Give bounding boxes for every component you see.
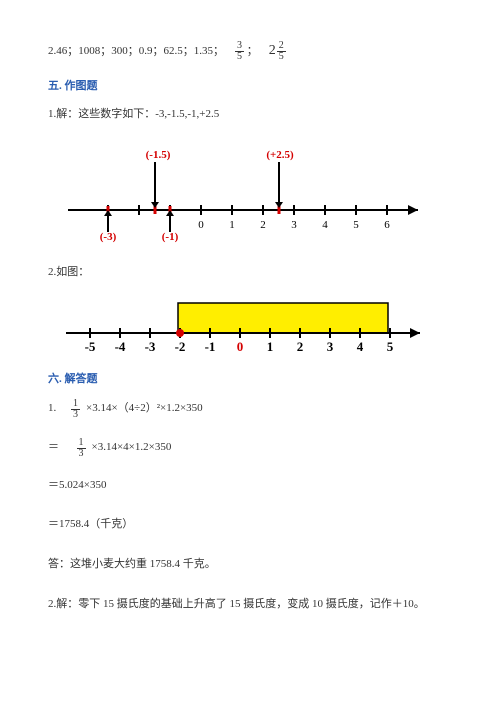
- number-line-2: -5 -4 -3 -2 -1 0 1 2 3 4 5: [48, 297, 452, 357]
- svg-text:1: 1: [229, 219, 235, 231]
- separator: ；: [247, 45, 258, 57]
- svg-text:4: 4: [322, 219, 328, 231]
- svg-text:3: 3: [327, 339, 334, 354]
- problem-number: 1.: [48, 400, 56, 418]
- q2-text: 2.如图：: [48, 264, 452, 282]
- fraction-3-5: 3 5: [235, 41, 244, 62]
- svg-text:6: 6: [384, 219, 390, 231]
- mixed-frac: 2 5: [277, 41, 286, 62]
- answer-1: 答：这堆小麦大约重 1758.4 千克。: [48, 556, 452, 574]
- section-6-heading: 六. 解答题: [48, 371, 452, 389]
- svg-text:-1: -1: [205, 339, 216, 354]
- eq-row-2: ＝ 1 3 ×3.14×4×1.2×350: [48, 438, 452, 459]
- number-line-1: 0 1 2 3 4 5 6 (-1.5) (+2.5) (-3) (-1): [48, 140, 452, 250]
- eq2-rest: ×3.14×4×1.2×350: [92, 439, 172, 457]
- fd2: 3: [77, 449, 86, 459]
- q1-text: 1.解：这些数字如下：-3,-1.5,-1,+2.5: [48, 106, 452, 124]
- svg-text:(-1.5): (-1.5): [146, 149, 171, 161]
- svg-text:-4: -4: [115, 339, 126, 354]
- eq-row-4: ＝1758.4（千克）: [48, 516, 452, 534]
- fd: 3: [71, 410, 80, 420]
- fraction-1-3a: 1 3: [71, 399, 80, 420]
- svg-text:0: 0: [198, 219, 204, 231]
- svg-text:(+2.5): (+2.5): [266, 149, 294, 161]
- mixed-number: 2 2 5: [269, 40, 286, 62]
- answer-prefix: 2.46；1008；300；0.9；62.5；1.35；: [48, 45, 224, 57]
- eq-row-1: 1. 1 3 ×3.14×（4÷2）²×1.2×350: [48, 399, 452, 420]
- equals: ＝: [48, 439, 59, 457]
- problem-2: 2.解：零下 15 摄氏度的基础上升高了 15 摄氏度，变成 10 摄氏度，记作…: [48, 596, 452, 614]
- eq1-rest: ×3.14×（4÷2）²×1.2×350: [86, 400, 203, 418]
- answer-line-1: 2.46；1008；300；0.9；62.5；1.35； 3 5 ； 2 2 5: [48, 40, 452, 62]
- svg-text:5: 5: [353, 219, 359, 231]
- svg-text:2: 2: [260, 219, 266, 231]
- spacer2: [261, 45, 267, 57]
- svg-text:(-1): (-1): [162, 231, 179, 243]
- svg-text:(-3): (-3): [100, 231, 117, 243]
- eq-row-3: ＝5.024×350: [48, 477, 452, 495]
- svg-text:3: 3: [291, 219, 297, 231]
- mixed-whole: 2: [269, 40, 276, 62]
- mixed-den: 5: [277, 52, 286, 62]
- svg-text:2: 2: [297, 339, 304, 354]
- sp: [62, 400, 65, 418]
- svg-text:0: 0: [237, 339, 244, 354]
- frac-den: 5: [235, 52, 244, 62]
- svg-text:4: 4: [357, 339, 364, 354]
- section-5-heading: 五. 作图题: [48, 78, 452, 96]
- spacer: [227, 45, 233, 57]
- svg-text:-3: -3: [145, 339, 156, 354]
- svg-text:1: 1: [267, 339, 274, 354]
- svg-text:5: 5: [387, 339, 394, 354]
- svg-text:-2: -2: [175, 339, 186, 354]
- svg-text:-5: -5: [85, 339, 96, 354]
- fraction-1-3b: 1 3: [77, 438, 86, 459]
- sp2: [65, 439, 71, 457]
